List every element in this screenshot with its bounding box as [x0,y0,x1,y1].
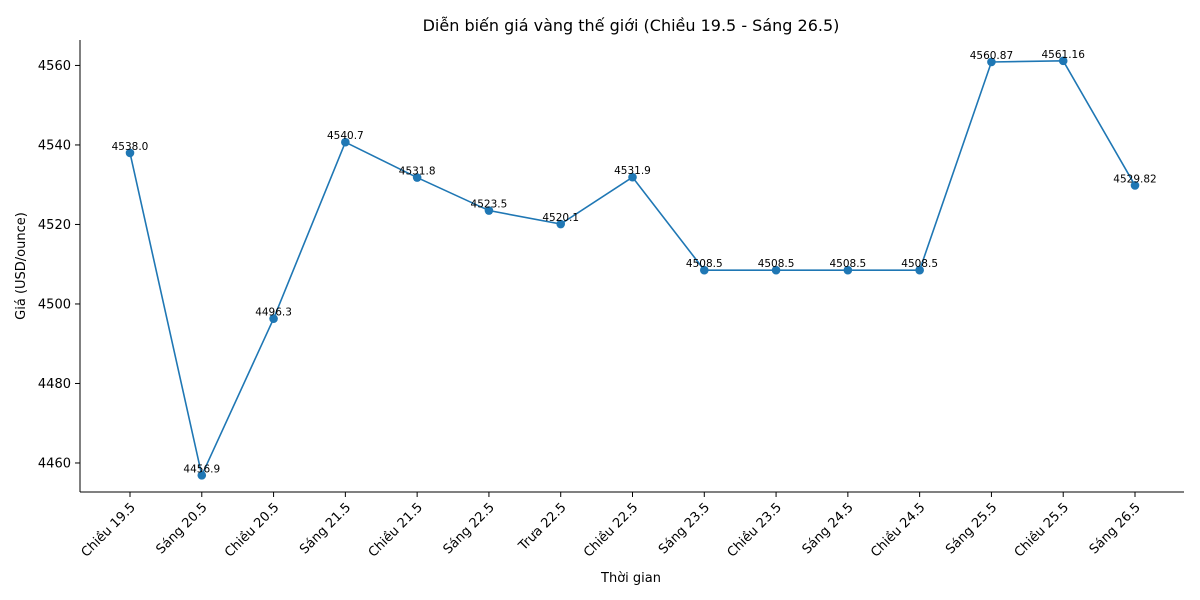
y-tick-label: 4540 [38,138,71,153]
data-point [1058,56,1068,66]
x-tick-label: Chiều 24.5 [868,500,928,560]
x-axis-label: Thời gian [600,571,661,586]
x-tick-label: Chiều 21.5 [366,500,426,560]
data-point [1130,181,1140,190]
data-labels: 4538.0 4456.9 4496.3 4540.7 4531.8 4523.5 4520… [112,49,1157,475]
data-point [341,137,350,147]
data-label: 4523.5 [471,199,508,211]
x-tick-label: Chiều 19.5 [79,500,139,560]
x-tick-label: Sáng 22.5 [441,500,498,557]
x-tick-label: Sáng 23.5 [656,500,713,557]
data-label: 4540.7 [327,130,364,142]
x-tick-label: Chiều 23.5 [725,500,785,560]
x-tick-label: Trưa 22.5 [515,500,569,554]
data-label: 4496.3 [255,307,292,319]
x-tick-label: Chiều 20.5 [222,500,282,560]
data-point [915,265,924,275]
x-tick-label: Chiều 22.5 [581,500,641,560]
data-label: 4538.0 [112,141,149,153]
data-label: 4508.5 [686,258,723,270]
y-tick-label: 4560 [38,59,71,74]
x-tick-label: Sáng 24.5 [800,500,857,557]
y-tick-label: 4460 [38,456,71,471]
data-point [771,265,781,275]
y-axis-label: Giá (USD/ounce) [14,212,29,320]
data-point [197,471,207,480]
x-tick-label: Sáng 26.5 [1087,500,1144,557]
data-point [125,148,135,158]
data-point [843,265,853,275]
data-label: 4531.9 [614,165,651,177]
data-label: 4508.5 [829,258,866,270]
x-tick-label: Chiều 25.5 [1012,500,1072,560]
data-point [412,173,422,182]
data-label: 4456.9 [183,463,220,475]
x-tick-label: Sáng 21.5 [297,500,354,557]
x-tick-label: Sáng 25.5 [943,500,1000,557]
data-point [484,206,494,215]
data-point [628,172,637,182]
data-point [269,314,278,323]
data-label: 4520.1 [542,212,579,224]
series-line [129,60,1136,478]
data-label: 4508.5 [901,258,938,270]
data-point [699,265,709,275]
data-label: 4560.87 [970,50,1013,62]
y-tick-label: 4520 [38,218,71,233]
chart-title: Diễn biến giá vàng thế giới (Chiều 19.5 … [423,16,840,35]
y-tick-label: 4480 [38,377,71,392]
data-label: 4531.8 [399,166,436,178]
x-tick-label: Sáng 20.5 [153,500,210,557]
data-point [987,57,996,67]
data-point [556,219,566,229]
data-series [125,56,1140,480]
y-tick-label: 4500 [38,297,71,312]
data-label: 4508.5 [758,258,795,270]
data-label: 4561.16 [1042,49,1086,61]
data-label: 4529.82 [1113,173,1156,185]
